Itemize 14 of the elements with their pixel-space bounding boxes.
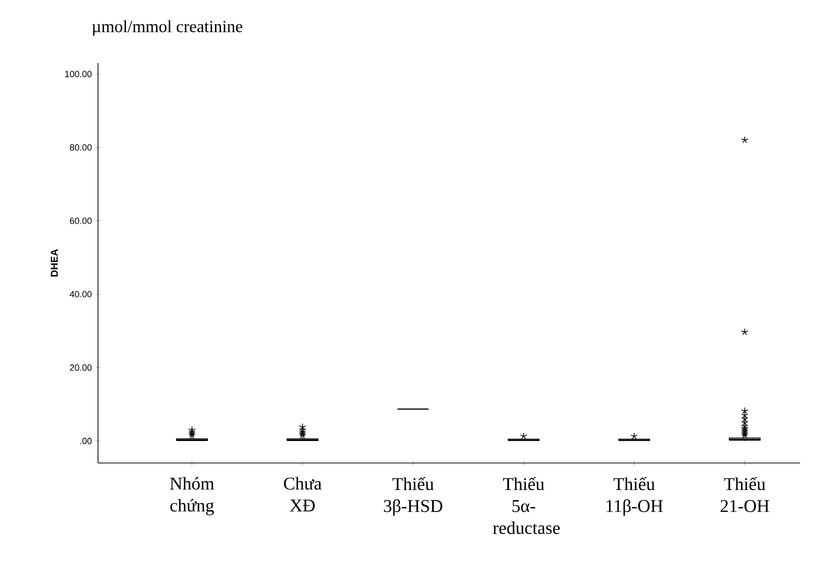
x-tick-label: Thiếu 11β-OH: [606, 477, 663, 516]
x-tick-label: Chưa XĐ: [284, 477, 322, 512]
y-tick-label: 60.00: [70, 218, 92, 224]
y-axis-title: DHEA: [50, 249, 58, 276]
x-tick-label: Nhóm chứng: [170, 477, 214, 516]
y-tick-label: 100.00: [65, 70, 92, 78]
y-tick-label: 20.00: [70, 364, 92, 371]
x-tick-label: Thiếu 5α-reductase: [492, 477, 560, 534]
y-tick-label: 40.00: [70, 291, 92, 298]
x-tick-label: Thiếu 3β-HSD: [384, 477, 442, 516]
chart-title: µmol/mmol creatinine: [92, 20, 242, 36]
y-tick-label: 80.00: [70, 144, 92, 151]
x-tick-label: Thiếu 21-OH: [720, 477, 770, 512]
y-tick-label: .00: [80, 438, 92, 444]
